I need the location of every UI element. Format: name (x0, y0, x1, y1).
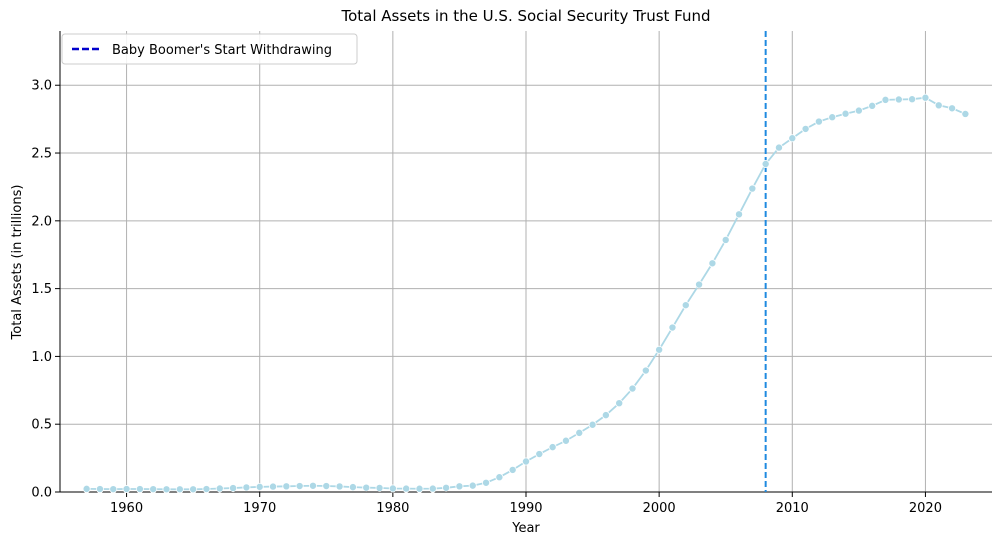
data-point (109, 485, 118, 494)
y-tick-label: 0.0 (31, 486, 52, 501)
data-point (362, 483, 371, 492)
x-tick-label: 1980 (376, 501, 409, 516)
data-point (854, 106, 863, 115)
data-point (615, 399, 624, 408)
data-point (229, 484, 238, 493)
data-point (522, 457, 531, 466)
data-point (508, 465, 517, 474)
data-point (641, 366, 650, 375)
data-point (308, 481, 317, 490)
data-point (295, 482, 304, 491)
data-point (695, 280, 704, 289)
data-point (269, 482, 278, 491)
data-point (881, 95, 890, 104)
data-point (388, 484, 397, 493)
data-point (482, 478, 491, 487)
data-point (402, 484, 411, 493)
data-point (495, 473, 504, 482)
data-point (162, 485, 171, 494)
data-point (322, 482, 331, 491)
data-point (255, 482, 264, 491)
data-point (282, 482, 291, 491)
data-point (921, 93, 930, 102)
data-point (455, 482, 464, 491)
x-axis-ticks: 1960 1970 1980 1990 2000 2010 2020 (110, 492, 942, 516)
data-point (335, 482, 344, 491)
data-point (149, 485, 158, 494)
data-point (761, 160, 770, 169)
legend-entry-label: Baby Boomer's Start Withdrawing (112, 43, 332, 58)
data-point (628, 384, 637, 393)
y-tick-label: 2.0 (31, 214, 52, 229)
data-point (748, 184, 757, 193)
y-axis-label: Total Assets (in trillions) (10, 185, 25, 341)
data-point (428, 484, 437, 493)
data-point (934, 101, 943, 110)
series-group (82, 93, 970, 494)
y-tick-label: 2.5 (31, 147, 52, 162)
data-point (561, 436, 570, 445)
data-point (788, 134, 797, 143)
chart-title: Total Assets in the U.S. Social Security… (340, 7, 710, 25)
data-point (655, 345, 664, 354)
data-point (721, 235, 730, 244)
data-point (575, 428, 584, 437)
data-point (708, 259, 717, 268)
data-point (135, 485, 144, 494)
y-tick-label: 3.0 (31, 79, 52, 94)
data-point (841, 109, 850, 118)
data-point (375, 483, 384, 492)
x-tick-label: 2000 (643, 501, 676, 516)
x-tick-label: 1990 (509, 501, 542, 516)
data-point (735, 210, 744, 219)
x-axis-label: Year (511, 521, 540, 536)
data-point (588, 420, 597, 429)
legend: Baby Boomer's Start Withdrawing (61, 33, 358, 65)
data-point (961, 109, 970, 118)
data-point (828, 113, 837, 122)
data-point (548, 443, 557, 452)
y-axis-ticks: 0.0 0.5 1.0 1.5 2.0 2.5 3.0 (31, 79, 60, 501)
legend-box (61, 33, 358, 65)
data-point (681, 301, 690, 310)
data-point (122, 485, 131, 494)
grid-lines (60, 31, 992, 493)
y-tick-label: 0.5 (31, 418, 52, 433)
data-point (868, 101, 877, 110)
data-point (948, 104, 957, 113)
data-point (415, 484, 424, 493)
y-tick-label: 1.0 (31, 350, 52, 365)
data-point (442, 483, 451, 492)
data-point (468, 481, 477, 490)
data-point (82, 484, 91, 493)
data-point (814, 117, 823, 126)
x-tick-label: 1960 (110, 501, 143, 516)
data-point (215, 484, 224, 493)
data-point (601, 411, 610, 420)
data-point (348, 483, 357, 492)
x-tick-label: 2010 (776, 501, 809, 516)
data-point (189, 485, 198, 494)
data-point (95, 485, 104, 494)
data-point (242, 483, 251, 492)
y-tick-label: 1.5 (31, 282, 52, 297)
data-point (894, 95, 903, 104)
x-tick-label: 2020 (909, 501, 942, 516)
data-point (801, 124, 810, 133)
data-point (175, 485, 184, 494)
data-point (668, 323, 677, 332)
data-point (535, 450, 544, 459)
x-tick-label: 1970 (243, 501, 276, 516)
data-point (908, 95, 917, 104)
data-point (202, 485, 211, 494)
data-point (774, 143, 783, 152)
